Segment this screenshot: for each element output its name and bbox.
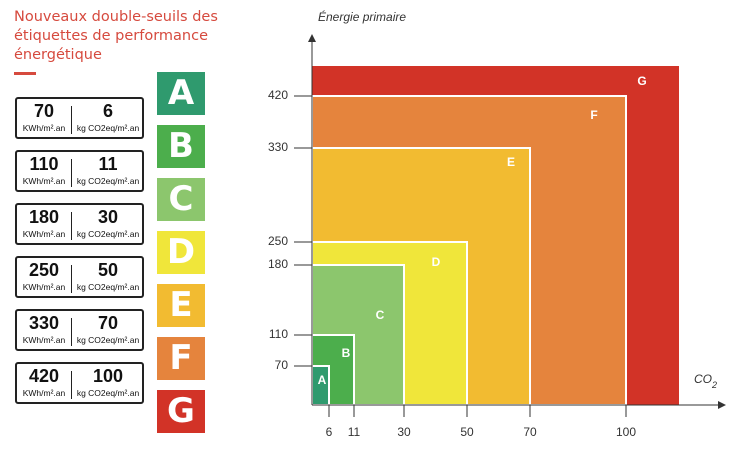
class-badge-a: A [157, 72, 205, 115]
x-tick-label: 100 [616, 425, 636, 439]
region-label-b: B [342, 346, 351, 360]
y-axis-label: Énergie primaire [318, 9, 406, 24]
y-tick-label: 70 [275, 358, 289, 372]
x-axis-label: CO2 [694, 372, 717, 390]
co2-value: 30 [97, 207, 119, 227]
y-tick-label: 250 [268, 234, 288, 248]
threshold-box: 110 11 KWh/m².an kg CO2eq/m².an [15, 150, 144, 192]
threshold-box: 180 30 KWh/m².an kg CO2eq/m².an [15, 203, 144, 245]
co2-unit: kg CO2eq/m².an [76, 388, 140, 398]
y-tick-label: 180 [268, 257, 288, 271]
region-label-f: F [590, 108, 597, 122]
threshold-divider [71, 106, 72, 134]
threshold-box: 420 100 KWh/m².an kg CO2eq/m².an [15, 362, 144, 404]
region-label-a: A [318, 373, 327, 387]
class-badge-c: C [157, 178, 205, 221]
x-tick-label: 30 [397, 425, 411, 439]
title-underline [14, 72, 36, 75]
region-label-e: E [507, 155, 515, 169]
region-label-g: G [637, 74, 646, 88]
class-badge-f: F [157, 337, 205, 380]
co2-unit: kg CO2eq/m².an [76, 282, 140, 292]
class-badge-e: E [157, 284, 205, 327]
threshold-divider [71, 159, 72, 187]
class-badge-b: B [157, 125, 205, 168]
threshold-divider [71, 371, 72, 399]
co2-value: 100 [92, 366, 124, 386]
threshold-box: 250 50 KWh/m².an kg CO2eq/m².an [15, 256, 144, 298]
threshold-box: 70 6 KWh/m².an kg CO2eq/m².an [15, 97, 144, 139]
energy-value: 180 [28, 207, 60, 227]
energy-unit: KWh/m².an [22, 335, 66, 345]
y-tick-label: 420 [268, 88, 288, 102]
energy-value: 420 [28, 366, 60, 386]
threshold-divider [71, 265, 72, 293]
region-label-d: D [432, 255, 441, 269]
y-tick-label: 330 [268, 140, 288, 154]
threshold-divider [71, 318, 72, 346]
energy-value: 330 [28, 313, 60, 333]
energy-value: 250 [28, 260, 60, 280]
x-tick-label: 6 [326, 425, 333, 439]
energy-unit: KWh/m².an [22, 229, 66, 239]
energy-unit: KWh/m².an [22, 282, 66, 292]
co2-value: 11 [98, 154, 118, 174]
y-axis-arrow [308, 34, 316, 42]
threshold-box: 330 70 KWh/m².an kg CO2eq/m².an [15, 309, 144, 351]
co2-unit: kg CO2eq/m².an [76, 123, 140, 133]
y-tick-label: 110 [269, 327, 288, 341]
x-axis-arrow [718, 401, 726, 409]
co2-value: 50 [97, 260, 119, 280]
energy-unit: KWh/m².an [22, 388, 66, 398]
energy-value: 110 [29, 154, 59, 174]
co2-unit: kg CO2eq/m².an [76, 335, 140, 345]
co2-value: 70 [97, 313, 119, 333]
class-badge-g: G [157, 390, 205, 433]
x-tick-label: 50 [460, 425, 474, 439]
energy-unit: KWh/m².an [22, 123, 66, 133]
region-label-c: C [376, 308, 385, 322]
co2-value: 6 [102, 101, 113, 121]
x-tick-label: 11 [348, 425, 361, 439]
co2-unit: kg CO2eq/m².an [76, 176, 140, 186]
co2-unit: kg CO2eq/m².an [76, 229, 140, 239]
page-title: Nouveaux double-seuils des étiquettes de… [14, 9, 218, 63]
threshold-divider [71, 212, 72, 240]
x-tick-label: 70 [523, 425, 537, 439]
class-badge-d: D [157, 231, 205, 274]
energy-value: 70 [33, 101, 55, 121]
energy-unit: KWh/m².an [22, 176, 66, 186]
